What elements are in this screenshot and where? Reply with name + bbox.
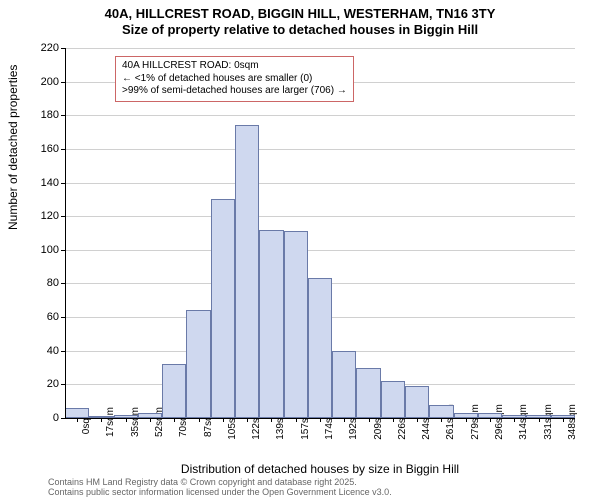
gridline — [65, 216, 575, 217]
plot-area: 40A HILLCREST ROAD: 0sqm ← <1% of detach… — [65, 48, 575, 418]
annotation-line-3: >99% of semi-detached houses are larger … — [122, 85, 347, 98]
x-axis-label: Distribution of detached houses by size … — [65, 462, 575, 476]
x-tick-label: 314sqm — [518, 404, 529, 440]
x-tick-label: 35sqm — [130, 407, 141, 437]
y-tick-label: 200 — [41, 76, 59, 88]
gridline — [65, 183, 575, 184]
title-line-1: 40A, HILLCREST ROAD, BIGGIN HILL, WESTER… — [0, 6, 600, 22]
x-tick-label: 279sqm — [470, 404, 481, 440]
y-tick-label: 140 — [41, 177, 59, 189]
y-tick-label: 220 — [41, 42, 59, 54]
gridline — [65, 115, 575, 116]
y-axis-line — [65, 48, 66, 418]
histogram-bar — [429, 405, 453, 418]
y-tick-label: 160 — [41, 143, 59, 155]
y-tick-label: 60 — [47, 311, 59, 323]
annotation-box: 40A HILLCREST ROAD: 0sqm ← <1% of detach… — [115, 56, 354, 102]
histogram-bar — [211, 199, 235, 418]
footer-attribution: Contains HM Land Registry data © Crown c… — [48, 478, 392, 498]
histogram-bar — [162, 364, 186, 418]
y-tick-label: 0 — [53, 412, 59, 424]
annotation-line-1: 40A HILLCREST ROAD: 0sqm — [122, 60, 347, 73]
x-tick-label: 331sqm — [543, 404, 554, 440]
y-axis-label: Number of detached properties — [6, 65, 20, 230]
y-tick-label: 40 — [47, 345, 59, 357]
histogram-bar — [405, 386, 429, 418]
histogram-bar — [284, 231, 308, 418]
chart-title-block: 40A, HILLCREST ROAD, BIGGIN HILL, WESTER… — [0, 0, 600, 39]
y-tick-label: 20 — [47, 378, 59, 390]
histogram-bar — [332, 351, 356, 418]
footer-line-2: Contains public sector information licen… — [48, 488, 392, 498]
annotation-line-2: ← <1% of detached houses are smaller (0) — [122, 73, 347, 86]
x-tick-label: 348sqm — [567, 404, 578, 440]
y-tick-label: 120 — [41, 210, 59, 222]
title-line-2: Size of property relative to detached ho… — [0, 22, 600, 38]
histogram-bar — [381, 381, 405, 418]
histogram-bar — [235, 125, 259, 418]
y-tick-label: 100 — [41, 244, 59, 256]
histogram-bar — [356, 368, 380, 418]
gridline — [65, 48, 575, 49]
x-axis-line — [65, 418, 575, 419]
y-tick-label: 180 — [41, 109, 59, 121]
histogram-bar — [65, 408, 89, 418]
histogram-bar — [186, 310, 210, 418]
gridline — [65, 250, 575, 251]
histogram-bar — [259, 230, 283, 418]
x-tick-label: 296sqm — [494, 404, 505, 440]
chart-container: 40A, HILLCREST ROAD, BIGGIN HILL, WESTER… — [0, 0, 600, 500]
x-tick-label: 17sqm — [105, 407, 116, 437]
histogram-bar — [308, 278, 332, 418]
y-tick-label: 80 — [47, 277, 59, 289]
gridline — [65, 149, 575, 150]
